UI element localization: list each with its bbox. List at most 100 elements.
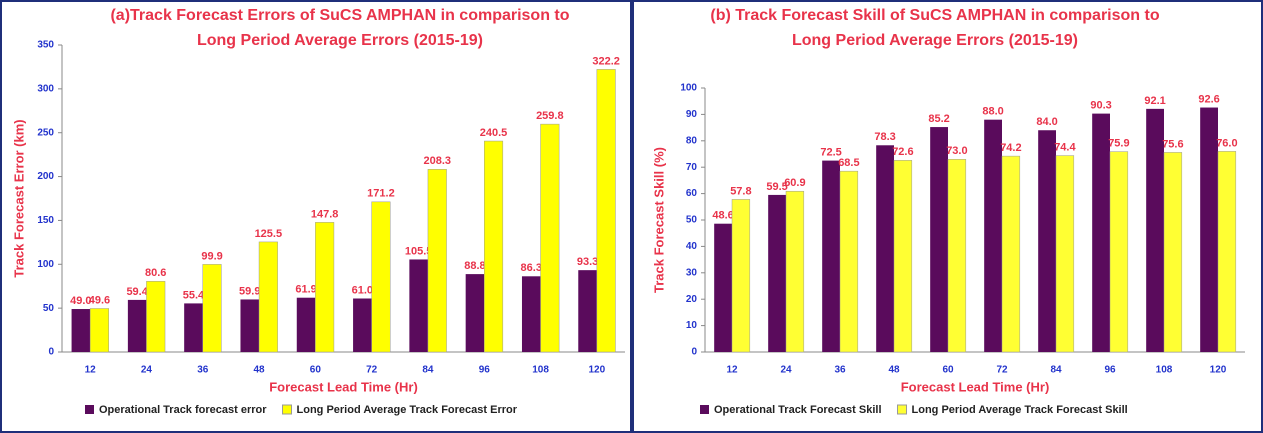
x-axis-label: Forecast Lead Time (Hr) [269,379,418,394]
legend-swatch [282,404,293,415]
chart-title: Long Period Average Errors (2015-19) [792,32,1078,49]
data-label: 49.6 [89,294,110,306]
bar [1092,113,1110,352]
bar [1055,155,1075,353]
bar [785,190,805,353]
y-tick-label: 300 [37,83,54,94]
bar [596,69,616,353]
bar [768,194,786,352]
data-label: 105.5 [405,245,433,257]
data-label: 59.9 [239,285,260,297]
y-tick-label: 100 [680,83,697,94]
x-tick-label: 120 [1210,365,1227,376]
x-tick-label: 84 [1050,365,1062,376]
x-tick-label: 84 [422,365,434,376]
legend-label: Long Period Average Track Forecast Skill [912,404,1128,416]
data-label: 73.0 [946,145,967,157]
panel [0,0,632,433]
x-tick-label: 60 [942,365,954,376]
y-tick-label: 10 [686,320,698,331]
data-label: 72.5 [820,147,841,159]
data-label: 76.0 [1216,137,1237,149]
bar [353,298,372,352]
bar [839,170,859,353]
chart-title: Long Period Average Errors (2015-19) [197,32,483,49]
bar [1109,151,1129,353]
bar [876,145,894,352]
data-label: 93.3 [577,256,598,268]
x-tick-label: 120 [589,365,606,376]
bar [1146,108,1164,352]
bar [371,201,391,353]
y-tick-label: 250 [37,127,54,138]
bar [427,169,447,353]
y-tick-label: 90 [686,109,698,120]
y-axis-label: Track Forecast Error (km) [11,119,26,277]
data-label: 68.5 [838,157,859,169]
bar [202,264,222,353]
y-axis-label: Track Forecast Skill (%) [651,147,666,293]
bar [714,223,732,352]
data-label: 125.5 [255,228,283,240]
x-tick-label: 24 [141,365,153,376]
bar [89,308,109,353]
x-tick-label: 96 [1104,365,1116,376]
x-tick-label: 108 [1156,365,1173,376]
bar [822,160,840,352]
bar [930,127,948,353]
y-tick-label: 20 [686,294,698,305]
data-label: 85.2 [928,113,949,125]
data-label: 48.6 [712,210,733,222]
legend-swatch [897,404,908,415]
data-label: 49.0 [70,295,91,307]
y-tick-label: 0 [691,347,697,358]
chart-title: (b) Track Forecast Skill of SuCS AMPHAN … [710,7,1159,24]
bar [315,222,335,353]
y-tick-label: 30 [686,267,698,278]
bar [465,274,485,352]
data-label: 171.2 [367,188,395,200]
data-label: 92.1 [1144,95,1165,107]
data-label: 75.9 [1108,138,1129,150]
chart-title: (a)Track Forecast Errors of SuCS AMPHAN … [110,7,569,24]
x-tick-label: 60 [310,365,322,376]
data-label: 88.0 [982,106,1003,118]
data-label: 92.6 [1198,93,1219,105]
x-tick-label: 24 [780,365,792,376]
y-tick-label: 0 [48,347,54,358]
x-tick-label: 72 [996,365,1008,376]
x-tick-label: 12 [726,365,738,376]
x-tick-label: 12 [85,365,97,376]
y-tick-label: 100 [37,259,54,270]
bar [947,159,967,353]
legend-label: Long Period Average Track Forecast Error [297,404,518,416]
data-label: 59.5 [766,181,787,193]
data-label: 74.4 [1054,141,1076,153]
y-tick-label: 150 [37,215,54,226]
x-tick-label: 72 [366,365,378,376]
x-tick-label: 36 [197,365,209,376]
bar [1038,130,1056,352]
data-label: 55.4 [183,289,205,301]
data-label: 88.8 [464,260,485,272]
data-label: 78.3 [874,131,895,143]
data-label: 147.8 [311,208,339,220]
bar [521,276,541,352]
bar [893,160,913,353]
data-label: 90.3 [1090,100,1111,112]
bar [731,199,751,353]
x-tick-label: 108 [532,365,549,376]
data-label: 99.9 [201,250,222,262]
x-tick-label: 96 [479,365,491,376]
data-label: 75.6 [1162,138,1183,150]
data-label: 84.0 [1036,116,1057,128]
data-label: 80.6 [145,267,166,279]
data-label: 57.8 [730,185,751,197]
data-label: 208.3 [423,155,451,167]
x-tick-label: 48 [253,365,265,376]
y-tick-label: 50 [43,303,55,314]
bar [258,241,278,353]
data-label: 259.8 [536,110,564,122]
bar [1163,152,1183,353]
y-tick-label: 50 [686,215,698,226]
